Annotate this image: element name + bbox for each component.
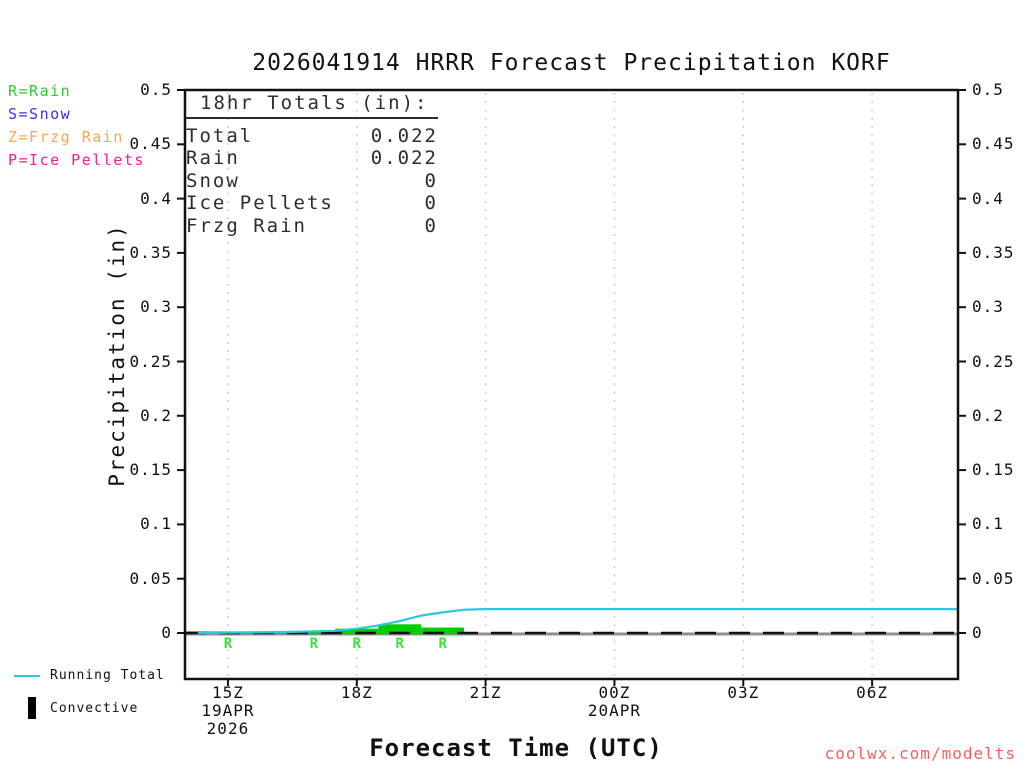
running-total-line-icon — [14, 674, 40, 677]
totals-rows: Total 0.022 Rain 0.022 Snow 0 Ice Pellets 0 Frzg… — [186, 125, 438, 237]
totals-row-label: Snow — [186, 169, 240, 192]
y-tick-label-left: 0.5 — [140, 80, 172, 99]
totals-row: Total 0.022 — [186, 125, 438, 147]
y-tick-label-right: 0.35 — [972, 242, 1015, 262]
totals-row-value: 0.022 — [370, 147, 438, 170]
plot-border — [183, 88, 960, 681]
totals-row-label: Ice Pellets — [186, 192, 334, 215]
rain-marker: R — [395, 636, 404, 652]
rain-marker: R — [438, 636, 447, 652]
watermark: coolwx.com/modelts — [824, 744, 1016, 763]
legend-running-total: Running Total — [14, 668, 165, 683]
y-tick-label-right: 0 — [972, 623, 983, 642]
totals-row: Ice Pellets 0 — [186, 192, 438, 214]
y-tick-label-left: 0.4 — [140, 188, 172, 208]
rain-bar-3 — [421, 627, 465, 634]
totals-row-value: 0 — [424, 214, 438, 237]
x-tick-label: 00Z — [598, 683, 631, 702]
totals-row: Rain 0.022 — [186, 147, 438, 169]
y-tick-label-left: 0.3 — [140, 297, 172, 317]
running-total-line — [197, 608, 958, 635]
y-tick-label-right: 0.5 — [972, 80, 1004, 99]
convective-bar-icon — [28, 697, 36, 719]
totals-heading: 18hr Totals (in): — [186, 92, 438, 119]
y-tick-label-left: 0.45 — [129, 134, 172, 154]
y-tick-label-left: 0.15 — [129, 460, 172, 480]
totals-row-value: 0 — [424, 192, 438, 215]
legend-running-total-label: Running Total — [50, 668, 165, 683]
type-legend-item: R=Rain — [8, 82, 72, 100]
y-tick-label-left: 0.2 — [140, 405, 172, 425]
y-tick-label-right: 0.1 — [972, 514, 1004, 534]
y-tick-label-right: 0.2 — [972, 405, 1004, 425]
rain-marker: R — [309, 636, 319, 652]
x-tick-label: 03Z — [727, 683, 760, 702]
y-tick-label-right: 0.45 — [972, 134, 1015, 154]
type-legend-item: Z=Frzg Rain — [8, 128, 124, 146]
chart-title: 2026041914 HRRR Forecast Precipitation K… — [252, 50, 891, 76]
x-tick-label: 06Z — [856, 683, 889, 702]
x-tick-label: 21Z — [469, 683, 502, 702]
series-legend: Running Total Convective — [14, 668, 165, 733]
rain-bar-1 — [335, 628, 379, 634]
totals-row: Frzg Rain 0 — [186, 215, 438, 237]
rain-marker: R — [352, 636, 361, 652]
totals-row-label: Frzg Rain — [186, 214, 307, 237]
legend-convective: Convective — [14, 697, 165, 719]
y-tick-label-left: 0.25 — [129, 351, 172, 371]
rain-bar-2 — [378, 624, 422, 634]
y-tick-label-left: 0.1 — [140, 514, 172, 534]
x-tick-year: 2026 — [206, 719, 250, 738]
y-tick-label-right: 0.05 — [972, 568, 1015, 588]
totals-row-label: Total — [186, 125, 254, 147]
x-tick-date: 20APR — [587, 701, 642, 720]
x-tick-date: 19APR — [201, 701, 255, 720]
x-tick-label: 18Z — [340, 683, 373, 702]
type-legend-item: S=Snow — [8, 105, 72, 123]
y-tick-label-left: 0 — [161, 623, 172, 642]
legend-convective-label: Convective — [50, 700, 139, 716]
totals-row-label: Rain — [186, 147, 240, 170]
totals-row: Snow 0 — [186, 170, 438, 192]
type-legend-item: P=Ice Pellets — [8, 151, 145, 169]
totals-row-value: 0.022 — [370, 125, 438, 147]
x-axis-title: Forecast Time (UTC) — [369, 734, 663, 762]
y-tick-label-left: 0.35 — [129, 242, 172, 262]
totals-row-value: 0 — [424, 169, 438, 192]
y-tick-label-left: 0.05 — [129, 568, 172, 588]
rain-marker: R — [223, 636, 233, 652]
x-tick-label: 15Z — [211, 683, 244, 702]
y-tick-label-right: 0.3 — [972, 297, 1004, 317]
precip-type-legend: R=Rain S=Snow Z=Frzg Rain P=Ice Pellets — [8, 80, 145, 172]
y-tick-label-right: 0.15 — [972, 460, 1015, 480]
y-tick-label-right: 0.25 — [972, 351, 1015, 371]
y-tick-label-right: 0.4 — [972, 188, 1004, 208]
totals-box: 18hr Totals (in): Total 0.022 Rain 0.022 Sno… — [186, 92, 438, 237]
